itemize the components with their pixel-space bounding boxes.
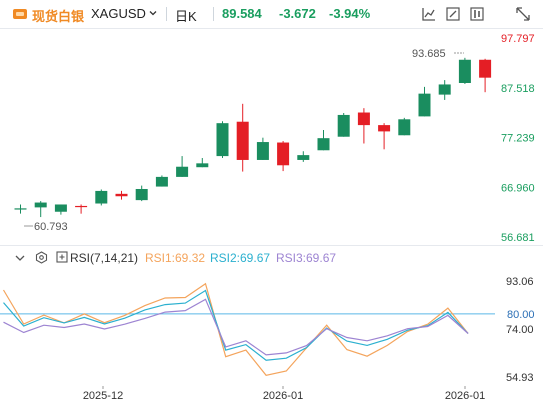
candle-body	[317, 138, 330, 151]
candle	[54, 204, 67, 215]
candle-body	[479, 59, 492, 78]
candle	[357, 108, 370, 144]
collapse-icon[interactable]	[14, 252, 26, 264]
candle	[95, 189, 108, 206]
candle	[196, 158, 209, 168]
candle-body	[54, 204, 67, 212]
candlestick-chart[interactable]: 97.797 87.518 77.239 66.960 56.681 93.685 60…	[0, 29, 543, 246]
candle	[34, 201, 47, 218]
candle-style-icon[interactable]	[468, 5, 486, 23]
rsi-axis: 93.06 80.00 74.00 54.93	[506, 276, 535, 384]
price-tick-label: 66.960	[501, 182, 535, 194]
rsi-tick-label: 54.93	[506, 372, 534, 384]
candle-body	[95, 190, 108, 204]
chevron-down-icon[interactable]	[149, 9, 157, 17]
instrument-name: 现货白银	[32, 9, 85, 24]
candle-body	[297, 155, 310, 160]
candle-body	[135, 188, 148, 201]
candle-body	[115, 193, 128, 197]
candle-body	[418, 93, 431, 117]
candle	[135, 185, 148, 202]
candle-body	[458, 59, 471, 83]
price-tick-label: 56.681	[501, 232, 535, 244]
rsi-series-line	[3, 298, 469, 356]
price-change-percent: -3.94%	[329, 6, 371, 21]
candle	[176, 156, 189, 177]
candle	[398, 117, 411, 136]
indicator-icon[interactable]	[420, 5, 438, 23]
candle	[277, 141, 290, 172]
high-annotation: 93.685	[412, 48, 446, 60]
expand-icon[interactable]	[56, 251, 68, 263]
candle	[256, 137, 269, 160]
rsi-chart[interactable]: 93.06 80.00 74.00 54.93 2025-12 2026-01 2026-…	[0, 270, 543, 406]
candle	[438, 80, 451, 100]
rsi-lines-layer	[2, 282, 469, 376]
divider	[213, 7, 214, 21]
candle-body	[196, 163, 209, 168]
candle-body	[398, 119, 411, 136]
candle-body	[277, 142, 290, 166]
last-price: 89.584	[222, 6, 262, 21]
price-tick-label: 97.797	[501, 33, 535, 45]
rsi2-legend: RSI2:69.67	[210, 251, 271, 265]
candle	[479, 58, 492, 93]
candle-body	[176, 166, 189, 177]
price-axis: 97.797 87.518 77.239 66.960 56.681	[501, 33, 535, 244]
candle-body	[357, 112, 370, 126]
panel-divider	[0, 245, 543, 246]
rsi1-legend: RSI1:69.32	[145, 251, 206, 265]
settings-icon[interactable]	[35, 251, 48, 264]
price-tick-label: 77.239	[501, 133, 535, 145]
divider	[166, 7, 167, 21]
rsi-tick-label: 93.06	[506, 276, 534, 288]
candles-layer	[14, 57, 492, 218]
candle-body	[14, 208, 27, 210]
quote-header: 现货白银 XAGUSD 日K 89.584 -3.672 -3.94%	[0, 0, 543, 28]
candle-body	[256, 142, 269, 160]
silver-logo-icon	[13, 9, 27, 19]
candle-body	[236, 121, 249, 160]
candle-body	[378, 125, 391, 132]
candle	[14, 204, 27, 214]
rsi-tick-label: 74.00	[506, 324, 534, 336]
candle-body	[34, 202, 47, 208]
candle	[297, 151, 310, 162]
header-divider	[0, 28, 543, 29]
drawing-tool-icon[interactable]	[444, 5, 462, 23]
rsi3-legend: RSI3:69.67	[276, 251, 337, 265]
time-axis: 2025-12 2026-01 2026-01	[83, 386, 485, 402]
candle-body	[438, 84, 451, 95]
candle	[337, 113, 350, 137]
candle-body	[75, 205, 88, 208]
candle-body	[155, 176, 168, 187]
rsi-title: RSI(7,14,21)	[70, 251, 139, 265]
rsi-tick-label: 80.00	[507, 309, 535, 321]
fullscreen-icon[interactable]	[514, 5, 532, 23]
low-annotation: 60.793	[34, 221, 68, 233]
candle-body	[216, 123, 229, 157]
candle	[216, 121, 229, 159]
candle	[155, 175, 168, 187]
time-tick-label: 2026-01	[445, 390, 485, 402]
rsi-series-line	[3, 289, 469, 361]
candle	[418, 86, 431, 117]
candle	[115, 190, 128, 200]
price-change: -3.672	[279, 6, 316, 21]
candle	[317, 129, 330, 151]
candle	[458, 57, 471, 84]
candle	[75, 204, 88, 214]
rsi-series-line	[2, 282, 469, 376]
instrument-symbol[interactable]: XAGUSD	[91, 6, 146, 21]
price-tick-label: 87.518	[501, 83, 535, 95]
time-tick-label: 2026-01	[263, 390, 303, 402]
period-selector[interactable]: 日K	[175, 9, 197, 24]
rsi-legend: RSI(7,14,21) RSI1:69.32 RSI2:69.67 RSI3:…	[0, 246, 543, 270]
time-tick-label: 2025-12	[83, 390, 123, 402]
candle	[236, 103, 249, 172]
candle	[378, 123, 391, 150]
candle-body	[337, 114, 350, 137]
